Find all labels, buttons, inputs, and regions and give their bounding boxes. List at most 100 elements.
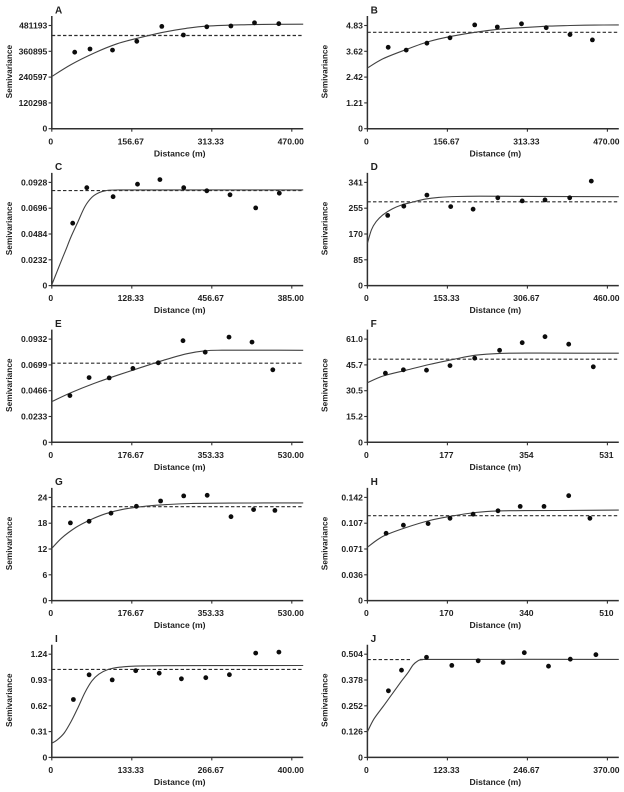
svg-text:0.0233: 0.0233: [21, 412, 48, 422]
svg-text:385.00: 385.00: [278, 293, 305, 303]
svg-text:460.00: 460.00: [593, 293, 620, 303]
svg-text:15.2: 15.2: [346, 412, 363, 422]
svg-text:240597: 240597: [19, 72, 48, 82]
svg-text:133.33: 133.33: [118, 765, 145, 775]
svg-text:0: 0: [358, 124, 363, 134]
svg-text:0.0232: 0.0232: [21, 255, 48, 265]
svg-text:E: E: [55, 319, 62, 330]
svg-text:246.67: 246.67: [513, 765, 540, 775]
svg-text:61.0: 61.0: [346, 334, 363, 344]
svg-text:170: 170: [439, 608, 454, 618]
svg-text:306.67: 306.67: [513, 293, 540, 303]
svg-text:313.33: 313.33: [198, 136, 225, 146]
svg-text:I: I: [55, 634, 58, 645]
svg-text:Distance (m): Distance (m): [470, 305, 522, 315]
svg-text:0: 0: [48, 293, 53, 303]
svg-text:45.7: 45.7: [346, 360, 363, 370]
svg-text:0.504: 0.504: [341, 649, 363, 659]
svg-text:C: C: [55, 162, 62, 173]
svg-text:530.00: 530.00: [278, 608, 305, 618]
svg-text:Semivariance: Semivariance: [319, 516, 329, 570]
svg-text:153.33: 153.33: [433, 293, 460, 303]
svg-text:0: 0: [358, 596, 363, 606]
svg-text:Distance (m): Distance (m): [154, 777, 206, 787]
svg-text:Semivariance: Semivariance: [4, 516, 14, 570]
svg-text:12: 12: [38, 544, 48, 554]
svg-text:0: 0: [364, 608, 369, 618]
svg-text:0.252: 0.252: [341, 701, 363, 711]
svg-text:0.31: 0.31: [31, 727, 48, 737]
svg-text:1.21: 1.21: [346, 98, 363, 108]
svg-text:470.00: 470.00: [278, 136, 305, 146]
svg-text:B: B: [371, 5, 378, 16]
svg-text:313.33: 313.33: [513, 136, 540, 146]
svg-text:0: 0: [358, 437, 363, 447]
svg-text:456.67: 456.67: [198, 293, 225, 303]
svg-text:85: 85: [353, 255, 363, 265]
svg-text:Semivariance: Semivariance: [4, 44, 14, 98]
svg-text:F: F: [371, 319, 377, 330]
svg-text:G: G: [55, 477, 63, 488]
svg-text:0.0466: 0.0466: [21, 386, 48, 396]
svg-text:0: 0: [43, 281, 48, 291]
svg-text:266.67: 266.67: [198, 765, 225, 775]
svg-text:128.33: 128.33: [118, 293, 145, 303]
svg-text:Distance (m): Distance (m): [154, 620, 206, 630]
svg-text:0.0696: 0.0696: [21, 203, 48, 213]
svg-text:360895: 360895: [19, 46, 48, 56]
svg-text:0.142: 0.142: [341, 492, 363, 502]
svg-text:255: 255: [349, 203, 364, 213]
svg-text:370.00: 370.00: [593, 765, 620, 775]
svg-text:Semivariance: Semivariance: [319, 673, 329, 727]
svg-text:510: 510: [599, 608, 614, 618]
svg-text:0.378: 0.378: [341, 675, 363, 685]
svg-text:D: D: [371, 162, 378, 173]
svg-text:0: 0: [43, 437, 48, 447]
svg-text:0: 0: [43, 124, 48, 134]
svg-text:Distance (m): Distance (m): [470, 148, 522, 158]
svg-text:1.24: 1.24: [31, 649, 48, 659]
svg-text:0.126: 0.126: [341, 727, 363, 737]
svg-text:0: 0: [358, 281, 363, 291]
svg-text:0: 0: [364, 450, 369, 460]
svg-text:0.107: 0.107: [341, 518, 363, 528]
svg-text:0: 0: [364, 765, 369, 775]
svg-text:6: 6: [43, 570, 48, 580]
svg-text:0.0699: 0.0699: [21, 360, 48, 370]
svg-text:530.00: 530.00: [278, 450, 305, 460]
svg-text:Distance (m): Distance (m): [154, 462, 206, 472]
svg-text:30.5: 30.5: [346, 386, 363, 396]
svg-text:J: J: [371, 634, 377, 645]
svg-text:353.33: 353.33: [198, 608, 225, 618]
svg-text:341: 341: [349, 177, 364, 187]
svg-text:Semivariance: Semivariance: [4, 201, 14, 255]
svg-text:0.071: 0.071: [341, 544, 363, 554]
svg-text:354: 354: [519, 450, 534, 460]
svg-text:0: 0: [364, 293, 369, 303]
svg-text:120298: 120298: [19, 98, 48, 108]
svg-text:H: H: [371, 477, 378, 488]
svg-text:Distance (m): Distance (m): [154, 148, 206, 158]
svg-text:0.0928: 0.0928: [21, 177, 48, 187]
svg-text:Distance (m): Distance (m): [470, 462, 522, 472]
svg-text:0: 0: [48, 765, 53, 775]
svg-text:0: 0: [43, 596, 48, 606]
svg-text:3.62: 3.62: [346, 46, 363, 56]
svg-text:0: 0: [364, 136, 369, 146]
svg-text:0.93: 0.93: [31, 675, 48, 685]
svg-text:123.33: 123.33: [433, 765, 460, 775]
svg-text:156.67: 156.67: [433, 136, 460, 146]
svg-text:Semivariance: Semivariance: [319, 44, 329, 98]
svg-text:176.67: 176.67: [118, 608, 145, 618]
svg-text:Semivariance: Semivariance: [319, 201, 329, 255]
svg-text:156.67: 156.67: [118, 136, 145, 146]
svg-text:0: 0: [358, 752, 363, 762]
svg-text:Distance (m): Distance (m): [470, 620, 522, 630]
svg-text:353.33: 353.33: [198, 450, 225, 460]
svg-text:470.00: 470.00: [593, 136, 620, 146]
svg-text:481193: 481193: [19, 21, 47, 31]
svg-text:176.67: 176.67: [118, 450, 145, 460]
svg-text:18: 18: [38, 518, 48, 528]
svg-text:0: 0: [48, 608, 53, 618]
svg-text:0.036: 0.036: [341, 570, 363, 580]
